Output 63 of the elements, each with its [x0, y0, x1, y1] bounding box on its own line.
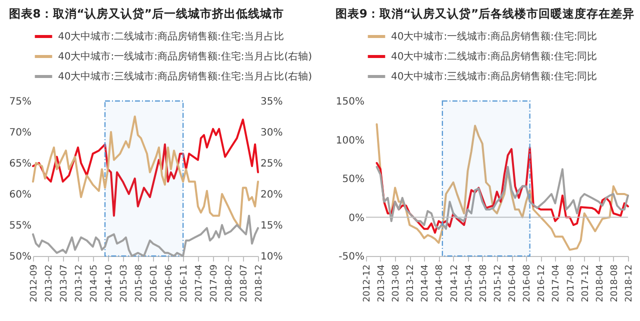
- x-tick-label: 2016-12: [537, 264, 548, 302]
- x-tick-label: 2016-04: [508, 264, 518, 302]
- x-tick-label: 2016-06: [164, 264, 174, 302]
- y2-tick-label: 35%: [260, 96, 283, 108]
- x-tick-label: 2017-04: [552, 264, 562, 302]
- y-tick-label: 70%: [9, 128, 32, 138]
- y2-tick-label: 10%: [260, 252, 283, 262]
- y-tick-label: 0%: [348, 212, 364, 224]
- x-tick-label: 2018-12: [254, 264, 264, 302]
- x-tick-label: 2012-12: [362, 264, 372, 302]
- x-tick-label: 2016-08: [522, 264, 533, 302]
- x-tick-label: 2013-04: [376, 264, 387, 302]
- x-tick-label: 2013-12: [406, 264, 416, 302]
- y-tick-label: 50%: [9, 252, 32, 262]
- x-tick-label: 2015-12: [493, 264, 504, 302]
- legend-label: 40大中城市:三线城市:商品房销售额:住宅:当月占比(右轴): [58, 70, 312, 82]
- x-tick-label: 2018-04: [595, 264, 606, 302]
- y2-tick-label: 15%: [260, 220, 283, 232]
- y-tick-label: 100%: [336, 135, 364, 146]
- x-tick-label: 2014-10: [104, 264, 114, 302]
- legend-label: 40大中城市:二线城市:商品房销售额:住宅:同比: [391, 50, 598, 62]
- line-series: [376, 146, 629, 234]
- chart-title: 图表9：取消“认房又认贷”后各线楼市回暖速度存在差异: [335, 6, 635, 20]
- chart-title: 图表8：取消“认房又认贷”后一线城市挤出低线城市: [8, 6, 284, 20]
- x-tick-label: 2013-08: [392, 264, 402, 302]
- x-tick-label: 2016-11: [180, 264, 190, 302]
- x-tick-label: 2018-07: [239, 264, 250, 302]
- x-tick-label: 2013-02: [44, 264, 55, 302]
- legend-label: 40大中城市:一线城市:商品房销售额:住宅:同比: [391, 30, 598, 42]
- x-tick-label: 2015-03: [119, 264, 130, 302]
- line-series: [376, 166, 629, 230]
- x-tick-label: 2014-05: [89, 264, 100, 302]
- x-tick-label: 2017-08: [566, 264, 576, 302]
- x-tick-label: 2018-12: [624, 264, 634, 302]
- y-tick-label: 75%: [9, 96, 32, 108]
- x-tick-label: 2014-12: [450, 264, 460, 302]
- x-tick-label: 2017-04: [194, 264, 204, 302]
- x-tick-label: 2014-04: [420, 264, 431, 302]
- legend-label: 40大中城市:二线城市:商品房销售额:住宅:当月占比: [58, 30, 284, 42]
- y2-tick-label: 20%: [260, 190, 283, 200]
- y-tick-label: 150%: [336, 96, 364, 108]
- y-tick-label: 65%: [9, 158, 32, 170]
- x-tick-label: 2015-08: [478, 264, 489, 302]
- x-tick-label: 2016-01: [149, 264, 160, 302]
- y2-tick-label: 30%: [260, 128, 283, 138]
- x-tick-label: 2015-08: [134, 264, 144, 302]
- x-tick-label: 2013-07: [59, 264, 70, 302]
- x-tick-label: 2012-09: [30, 264, 40, 302]
- x-tick-label: 2013-12: [74, 264, 84, 302]
- y-tick-label: 55%: [9, 220, 32, 232]
- x-tick-label: 2017-12: [580, 264, 591, 302]
- y2-tick-label: 25%: [260, 158, 283, 170]
- x-tick-label: 2018-08: [610, 264, 620, 302]
- x-tick-label: 2015-04: [464, 264, 474, 302]
- y-tick-label: 50%: [342, 174, 364, 185]
- x-tick-label: 2018-02: [224, 264, 235, 302]
- x-tick-label: 2017-09: [210, 264, 220, 302]
- x-tick-label: 2014-08: [435, 264, 446, 302]
- line-series: [376, 123, 629, 251]
- y-tick-label: 60%: [9, 190, 32, 200]
- y-tick-label: -50%: [338, 252, 364, 262]
- legend-label: 40大中城市:一线城市:商品房销售额:住宅:当月占比(右轴): [58, 50, 312, 62]
- legend-label: 40大中城市:三线城市:商品房销售额:住宅:同比: [391, 70, 598, 82]
